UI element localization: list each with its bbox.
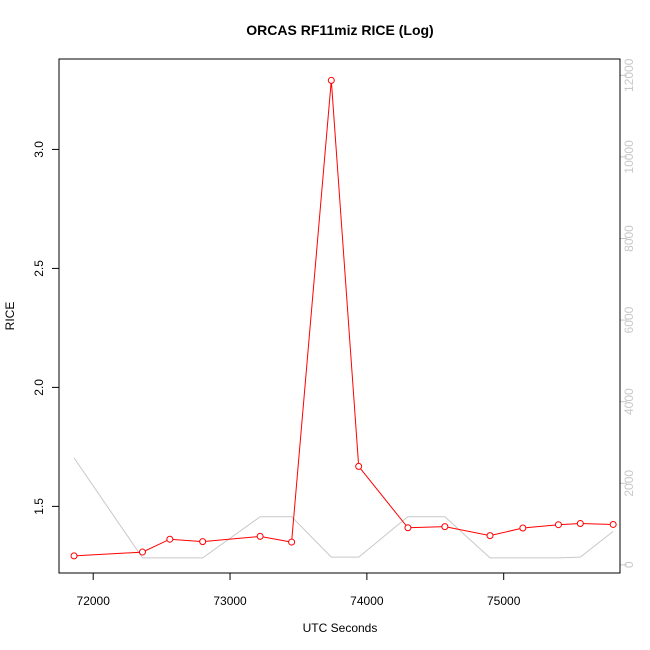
- y-tick-label: 2.5: [32, 260, 46, 277]
- rice-data-point: [256, 532, 264, 540]
- x-axis-label: UTC Seconds: [303, 621, 378, 635]
- y2-tick-label: 8000: [622, 225, 636, 252]
- y2-tick-label: 0: [622, 561, 636, 568]
- y-tick-label: 2.0: [32, 379, 46, 396]
- rice-data-point: [486, 532, 494, 540]
- y-axis-label: RICE: [3, 302, 17, 331]
- y2-tick-label: 12000: [622, 58, 636, 92]
- rice-data-point: [404, 524, 412, 532]
- y2-tick-label: 4000: [622, 388, 636, 415]
- rice-data-point: [138, 548, 146, 556]
- x-tick-label: 74000: [350, 594, 384, 608]
- x-tick-label: 73000: [213, 594, 247, 608]
- y-tick-label: 3.0: [32, 141, 46, 158]
- rice-data-point: [199, 538, 207, 546]
- y2-tick-label: 10000: [622, 140, 636, 174]
- x-tick-label: 75000: [487, 594, 521, 608]
- y2-tick-label: 2000: [622, 470, 636, 497]
- y2-tick-label: 6000: [622, 306, 636, 333]
- rice-data-point: [70, 552, 78, 560]
- rice-data-point: [288, 538, 296, 546]
- y-tick-label: 1.5: [32, 498, 46, 515]
- rice-data-point: [609, 520, 617, 528]
- rice-data-point: [441, 523, 449, 531]
- rice-data-point: [519, 524, 527, 532]
- rice-data-point: [327, 76, 335, 84]
- rice-data-point: [355, 462, 363, 470]
- right-axis-series-line: [73, 457, 614, 559]
- rice-data-point: [554, 521, 562, 529]
- rice-data-point: [166, 535, 174, 543]
- x-tick-label: 72000: [77, 594, 111, 608]
- chart-title: ORCAS RF11miz RICE (Log): [246, 22, 433, 38]
- plot-series: [70, 76, 617, 560]
- rice-data-point: [576, 520, 584, 528]
- plot-frame: [58, 58, 621, 574]
